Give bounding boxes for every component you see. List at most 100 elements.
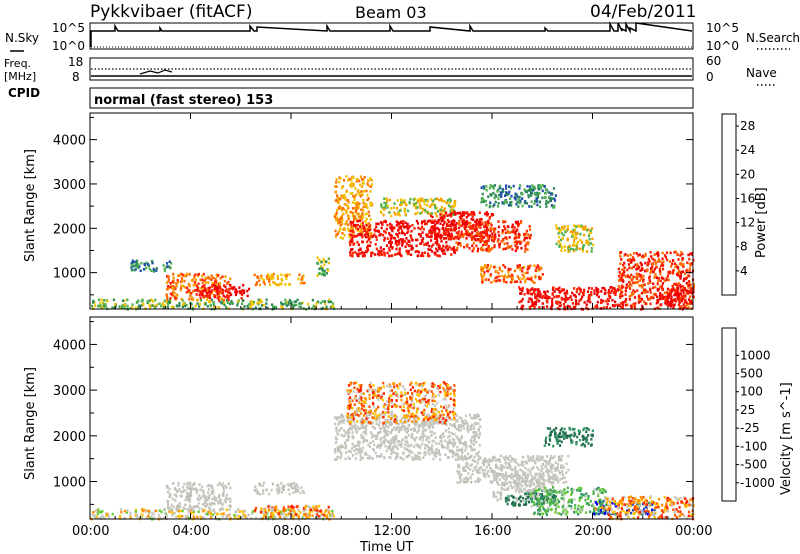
power-cell (571, 302, 574, 305)
velocity-cell (422, 384, 425, 387)
power-cell (260, 276, 263, 280)
velocity-cell (413, 423, 416, 426)
power-cell (656, 282, 659, 286)
velocity-cell (450, 449, 453, 452)
power-cell (357, 249, 360, 252)
velocity-cell (396, 440, 399, 444)
power-cell (641, 298, 644, 301)
power-cell (532, 188, 535, 192)
power-cell (197, 282, 200, 286)
power-cell (534, 275, 537, 279)
velocity-cell (344, 441, 347, 445)
power-cell (370, 235, 373, 239)
power-cell (421, 197, 424, 201)
power-cell (366, 182, 369, 185)
power-cell (505, 280, 508, 284)
velocity-cell (388, 440, 391, 444)
power-cell (680, 270, 683, 274)
velocity-cell (145, 510, 148, 513)
power-cell (223, 302, 226, 305)
power-cell (353, 207, 356, 210)
velocity-cell (349, 389, 353, 392)
power-cell (575, 243, 579, 246)
power-cell (389, 245, 392, 248)
velocity-cell (402, 405, 405, 409)
power-cell (193, 276, 196, 280)
power-cell (692, 295, 695, 299)
power-cell (690, 252, 693, 255)
power-cell (419, 233, 422, 236)
power-cell (493, 245, 496, 249)
power-cell (425, 222, 428, 225)
power-cell (439, 237, 442, 240)
power-cell (368, 228, 372, 232)
power-cell (495, 270, 498, 273)
velocity-cell (451, 437, 454, 441)
power-cell (533, 300, 537, 304)
velocity-cell (382, 439, 385, 443)
velocity-cell (418, 455, 421, 459)
power-cell (401, 244, 404, 247)
velocity-cell (387, 418, 390, 422)
power-cell (541, 184, 544, 187)
velocity-cell (238, 514, 241, 518)
power-cell (335, 219, 338, 222)
power-cell (688, 274, 691, 278)
power-cell (246, 304, 249, 308)
power-cell (384, 220, 388, 224)
velocity-cell (177, 507, 180, 510)
power-cell (517, 224, 520, 228)
power-cell (483, 229, 486, 233)
velocity-cell (416, 408, 419, 412)
velocity-cell (439, 390, 442, 394)
velocity-cell (396, 419, 399, 422)
power-cell (399, 203, 402, 207)
power-cell (148, 267, 151, 271)
power-cell (479, 239, 482, 243)
power-cell (534, 293, 537, 296)
power-cell (538, 267, 541, 270)
power-cell (666, 291, 669, 295)
power-cell (645, 295, 649, 298)
velocity-cell (288, 484, 291, 487)
power-cell (620, 305, 623, 309)
velocity-cell (405, 448, 408, 451)
velocity-cell (184, 489, 187, 492)
power-cell (545, 205, 548, 208)
velocity-cell (372, 435, 375, 438)
power-cell (449, 237, 452, 240)
velocity-cell (390, 442, 393, 445)
power-cell (636, 263, 639, 266)
power-cell (573, 238, 576, 242)
power-cell (167, 300, 170, 303)
velocity-data-layer (90, 381, 695, 521)
velocity-cell (357, 440, 360, 444)
power-cell (270, 277, 273, 281)
power-ytick-label: 3000 (53, 178, 86, 193)
power-cell (475, 244, 478, 248)
power-cell (643, 288, 646, 292)
power-cell (538, 200, 541, 203)
power-cell (214, 280, 217, 283)
power-cell (560, 298, 563, 301)
velocity-cell (377, 394, 380, 397)
power-cell (350, 220, 353, 224)
power-cell (640, 277, 643, 281)
velocity-cell (411, 392, 414, 395)
power-cell (401, 229, 404, 232)
power-cell (334, 199, 337, 203)
velocity-cell (206, 484, 209, 488)
velocity-cell (419, 457, 422, 461)
power-cell (337, 207, 340, 210)
power-cell (619, 293, 622, 296)
velocity-cell (336, 445, 339, 449)
power-cell (446, 228, 450, 231)
power-cell (630, 284, 633, 287)
power-cell (352, 217, 356, 220)
velocity-cell (384, 444, 387, 448)
power-cell (339, 177, 342, 180)
power-cell (588, 237, 591, 241)
power-cell (658, 267, 661, 271)
power-cell (213, 304, 216, 308)
